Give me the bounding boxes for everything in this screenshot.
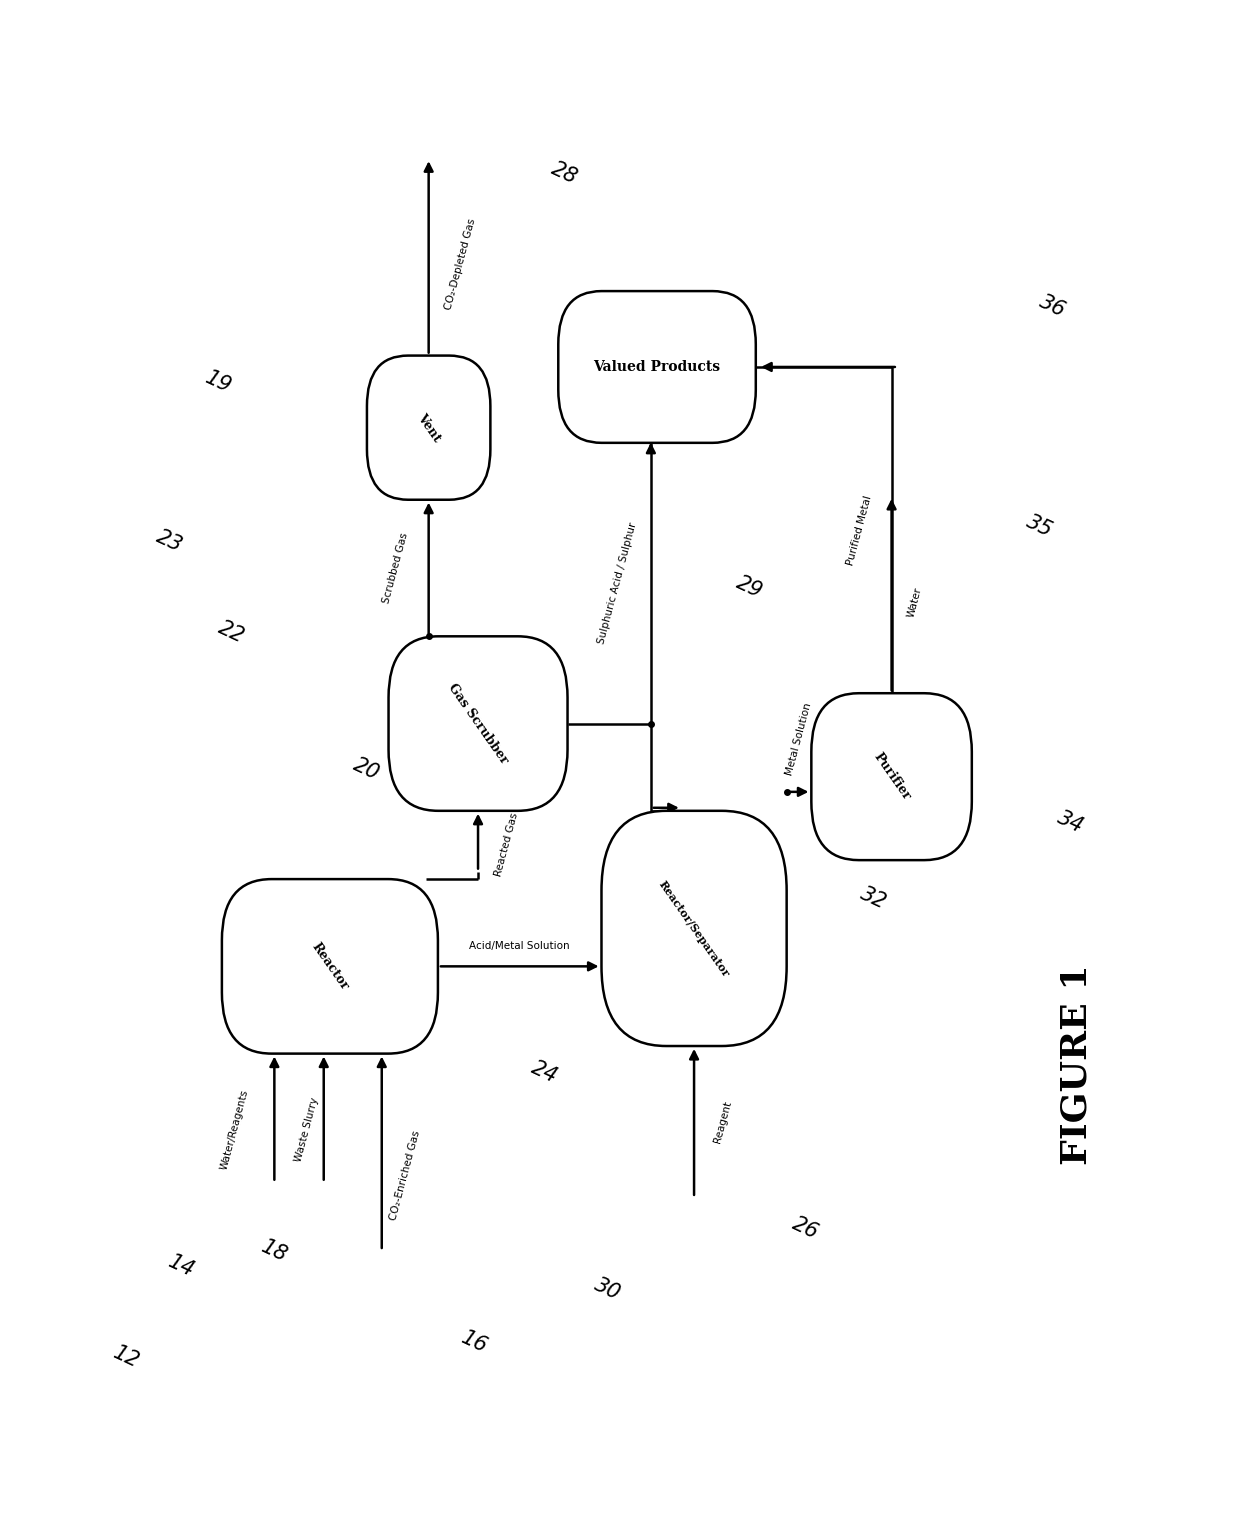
Text: Water/Reagents: Water/Reagents (218, 1087, 250, 1171)
Text: 19: 19 (202, 367, 236, 398)
FancyBboxPatch shape (367, 355, 490, 500)
Text: Purified Metal: Purified Metal (844, 493, 873, 567)
Text: Scrubbed Gas: Scrubbed Gas (382, 532, 410, 605)
Text: Waste Slurry: Waste Slurry (293, 1097, 320, 1162)
Text: Acid/Metal Solution: Acid/Metal Solution (470, 941, 570, 952)
FancyBboxPatch shape (601, 810, 786, 1046)
Text: 16: 16 (458, 1327, 491, 1357)
Text: 12: 12 (110, 1342, 143, 1372)
Text: 32: 32 (857, 883, 889, 912)
Text: 28: 28 (548, 158, 580, 189)
Text: CO₂-Enriched Gas: CO₂-Enriched Gas (388, 1129, 422, 1221)
Text: 35: 35 (1023, 512, 1056, 541)
Text: FIGURE 1: FIGURE 1 (1060, 964, 1094, 1165)
Text: Water: Water (906, 586, 924, 618)
Text: Reagent: Reagent (713, 1100, 733, 1144)
Text: CO₂-Depleted Gas: CO₂-Depleted Gas (444, 218, 477, 311)
Text: 23: 23 (154, 527, 186, 556)
FancyBboxPatch shape (558, 291, 756, 443)
Text: Reactor: Reactor (309, 940, 351, 993)
Text: 22: 22 (215, 618, 248, 647)
Text: 36: 36 (1035, 291, 1069, 321)
Text: Valued Products: Valued Products (594, 359, 720, 375)
Text: 29: 29 (733, 573, 766, 602)
Text: Reactor/Separator: Reactor/Separator (657, 879, 732, 979)
FancyBboxPatch shape (388, 637, 568, 810)
Text: 18: 18 (258, 1237, 290, 1266)
Text: Metal Solution: Metal Solution (785, 702, 813, 777)
Text: 14: 14 (165, 1252, 198, 1281)
Text: Purifier: Purifier (870, 751, 913, 803)
Text: Sulphuric Acid / Sulphur: Sulphuric Acid / Sulphur (596, 521, 639, 646)
FancyBboxPatch shape (222, 879, 438, 1054)
Text: 26: 26 (789, 1214, 821, 1243)
FancyBboxPatch shape (811, 693, 972, 860)
Text: Gas Scrubber: Gas Scrubber (445, 681, 511, 766)
Text: 20: 20 (351, 754, 383, 784)
Text: Reacted Gas: Reacted Gas (492, 812, 520, 877)
Text: Vent: Vent (414, 411, 443, 445)
Text: 24: 24 (528, 1058, 560, 1087)
Text: 30: 30 (591, 1275, 624, 1304)
Text: 34: 34 (1054, 807, 1086, 836)
